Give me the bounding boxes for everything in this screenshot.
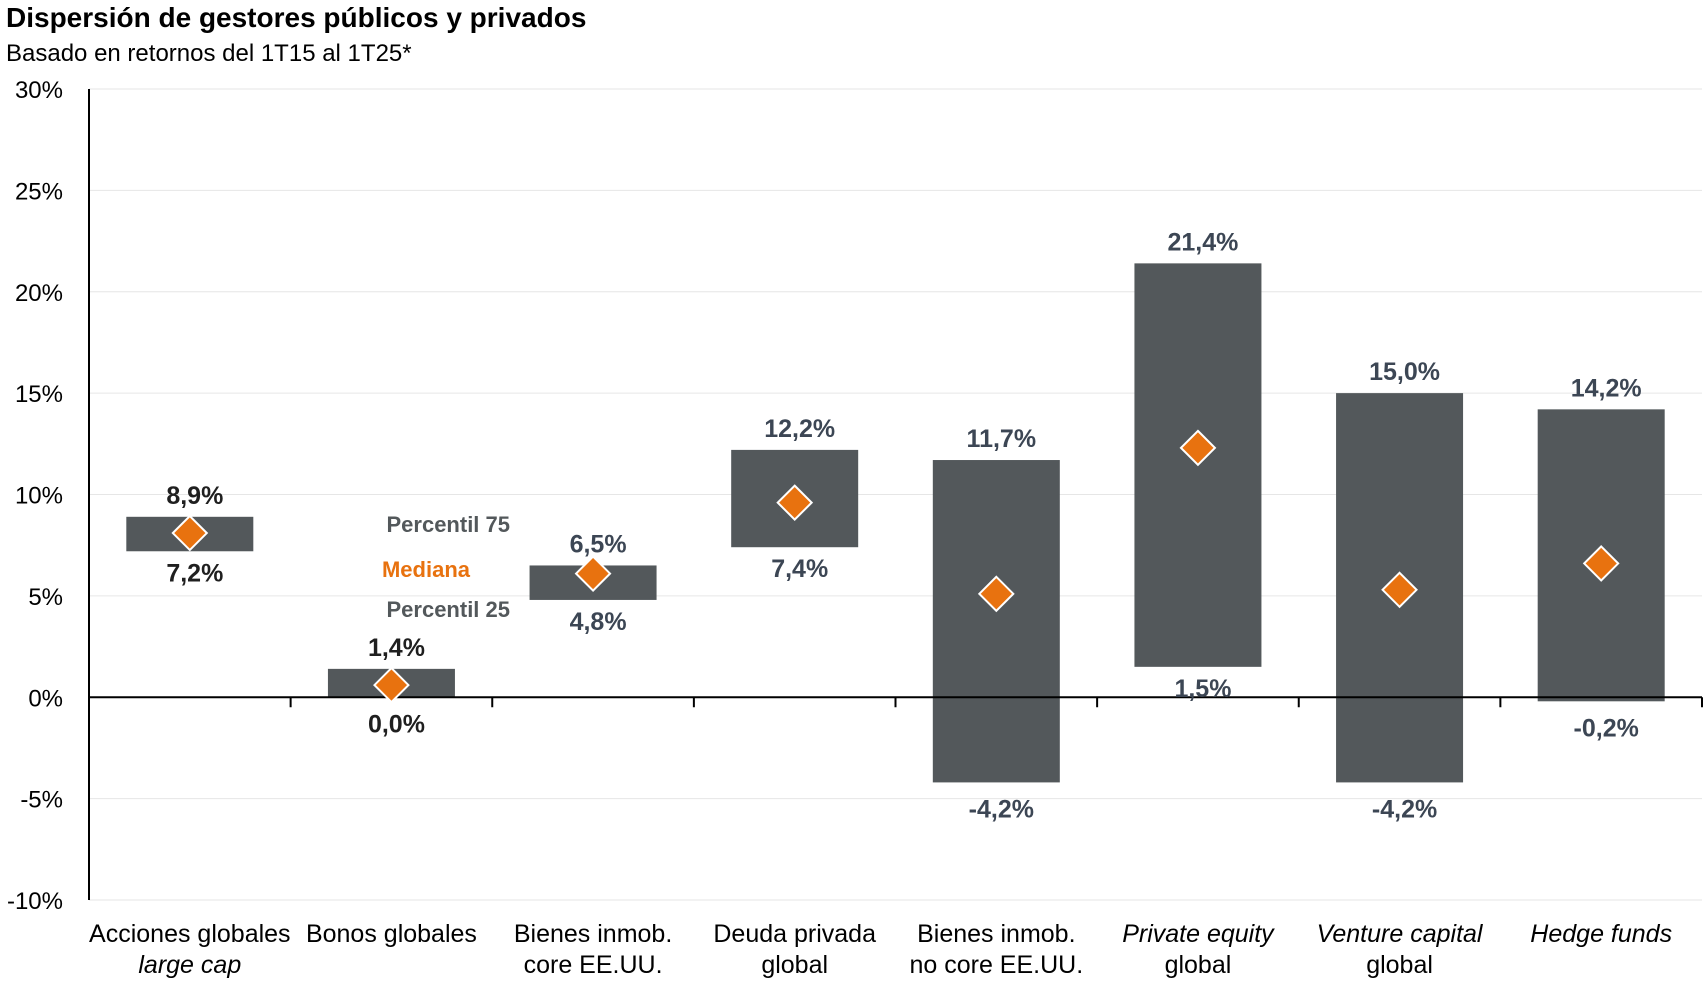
legend-p75-label: Percentil 75 [386, 512, 510, 537]
y-tick-label: 5% [28, 584, 63, 611]
p75-data-label: 15,0% [1369, 358, 1440, 386]
median-marker [1381, 571, 1418, 609]
p75-data-label: 1,4% [368, 634, 425, 662]
category-label-line1: Bienes inmob. [917, 920, 1075, 948]
legend-p25-label: Percentil 25 [386, 597, 510, 622]
category-label-line1: Deuda privada [713, 920, 876, 948]
range-bar [932, 460, 1060, 783]
p75-data-label: 14,2% [1571, 374, 1642, 402]
median-marker [1582, 545, 1620, 582]
p25-data-label: -4,2% [1372, 795, 1437, 823]
category-label-line2: core EE.UU. [524, 951, 663, 979]
median-marker [1179, 429, 1217, 467]
p25-data-label: 4,8% [570, 608, 627, 636]
y-tick-label: 20% [15, 280, 63, 307]
p25-data-label: -0,2% [1574, 714, 1639, 742]
median-marker [776, 484, 814, 522]
category-label-line1: Bienes inmob. [514, 920, 672, 948]
chart-title: Dispersión de gestores públicos y privad… [6, 2, 587, 33]
category-label-line1: Acciones globales [89, 920, 291, 948]
p75-data-label: 11,7% [967, 425, 1037, 453]
p25-data-label: 7,4% [771, 555, 828, 583]
y-tick-label: 30% [15, 77, 63, 104]
category-label-line2: no core EE.UU. [909, 951, 1083, 979]
p25-data-label: 1,5% [1174, 675, 1231, 703]
y-tick-label: -10% [7, 888, 63, 915]
category-label-line2: global [1165, 951, 1232, 979]
p25-data-label: 7,2% [166, 559, 223, 587]
category-label-line1: Hedge funds [1530, 920, 1672, 948]
category-label-line1: Venture capital [1317, 920, 1484, 948]
p75-data-label: 6,5% [570, 530, 627, 558]
median-marker [373, 666, 410, 704]
p75-data-label: 8,9% [166, 482, 223, 510]
category-label-line2: large cap [138, 951, 241, 979]
y-tick-label: -5% [20, 787, 63, 814]
median-marker [977, 575, 1015, 613]
y-tick-label: 0% [28, 685, 63, 712]
p75-data-label: 12,2% [764, 415, 835, 443]
median-marker [171, 514, 209, 552]
y-tick-label: 25% [15, 178, 63, 205]
p25-data-label: 0,0% [368, 710, 425, 738]
category-label-line1: Private equity [1122, 920, 1275, 948]
category-label-line2: global [1366, 951, 1433, 979]
legend-median-label: Mediana [382, 557, 471, 582]
category-label-line1: Bonos globales [306, 920, 477, 948]
median-marker [574, 555, 612, 592]
y-tick-label: 15% [15, 381, 63, 408]
y-tick-label: 10% [15, 483, 63, 510]
p25-data-label: -4,2% [969, 795, 1034, 823]
p75-data-label: 21,4% [1167, 228, 1238, 256]
chart-subtitle: Basado en retornos del 1T15 al 1T25* [6, 40, 412, 67]
category-label-line2: global [761, 951, 828, 979]
